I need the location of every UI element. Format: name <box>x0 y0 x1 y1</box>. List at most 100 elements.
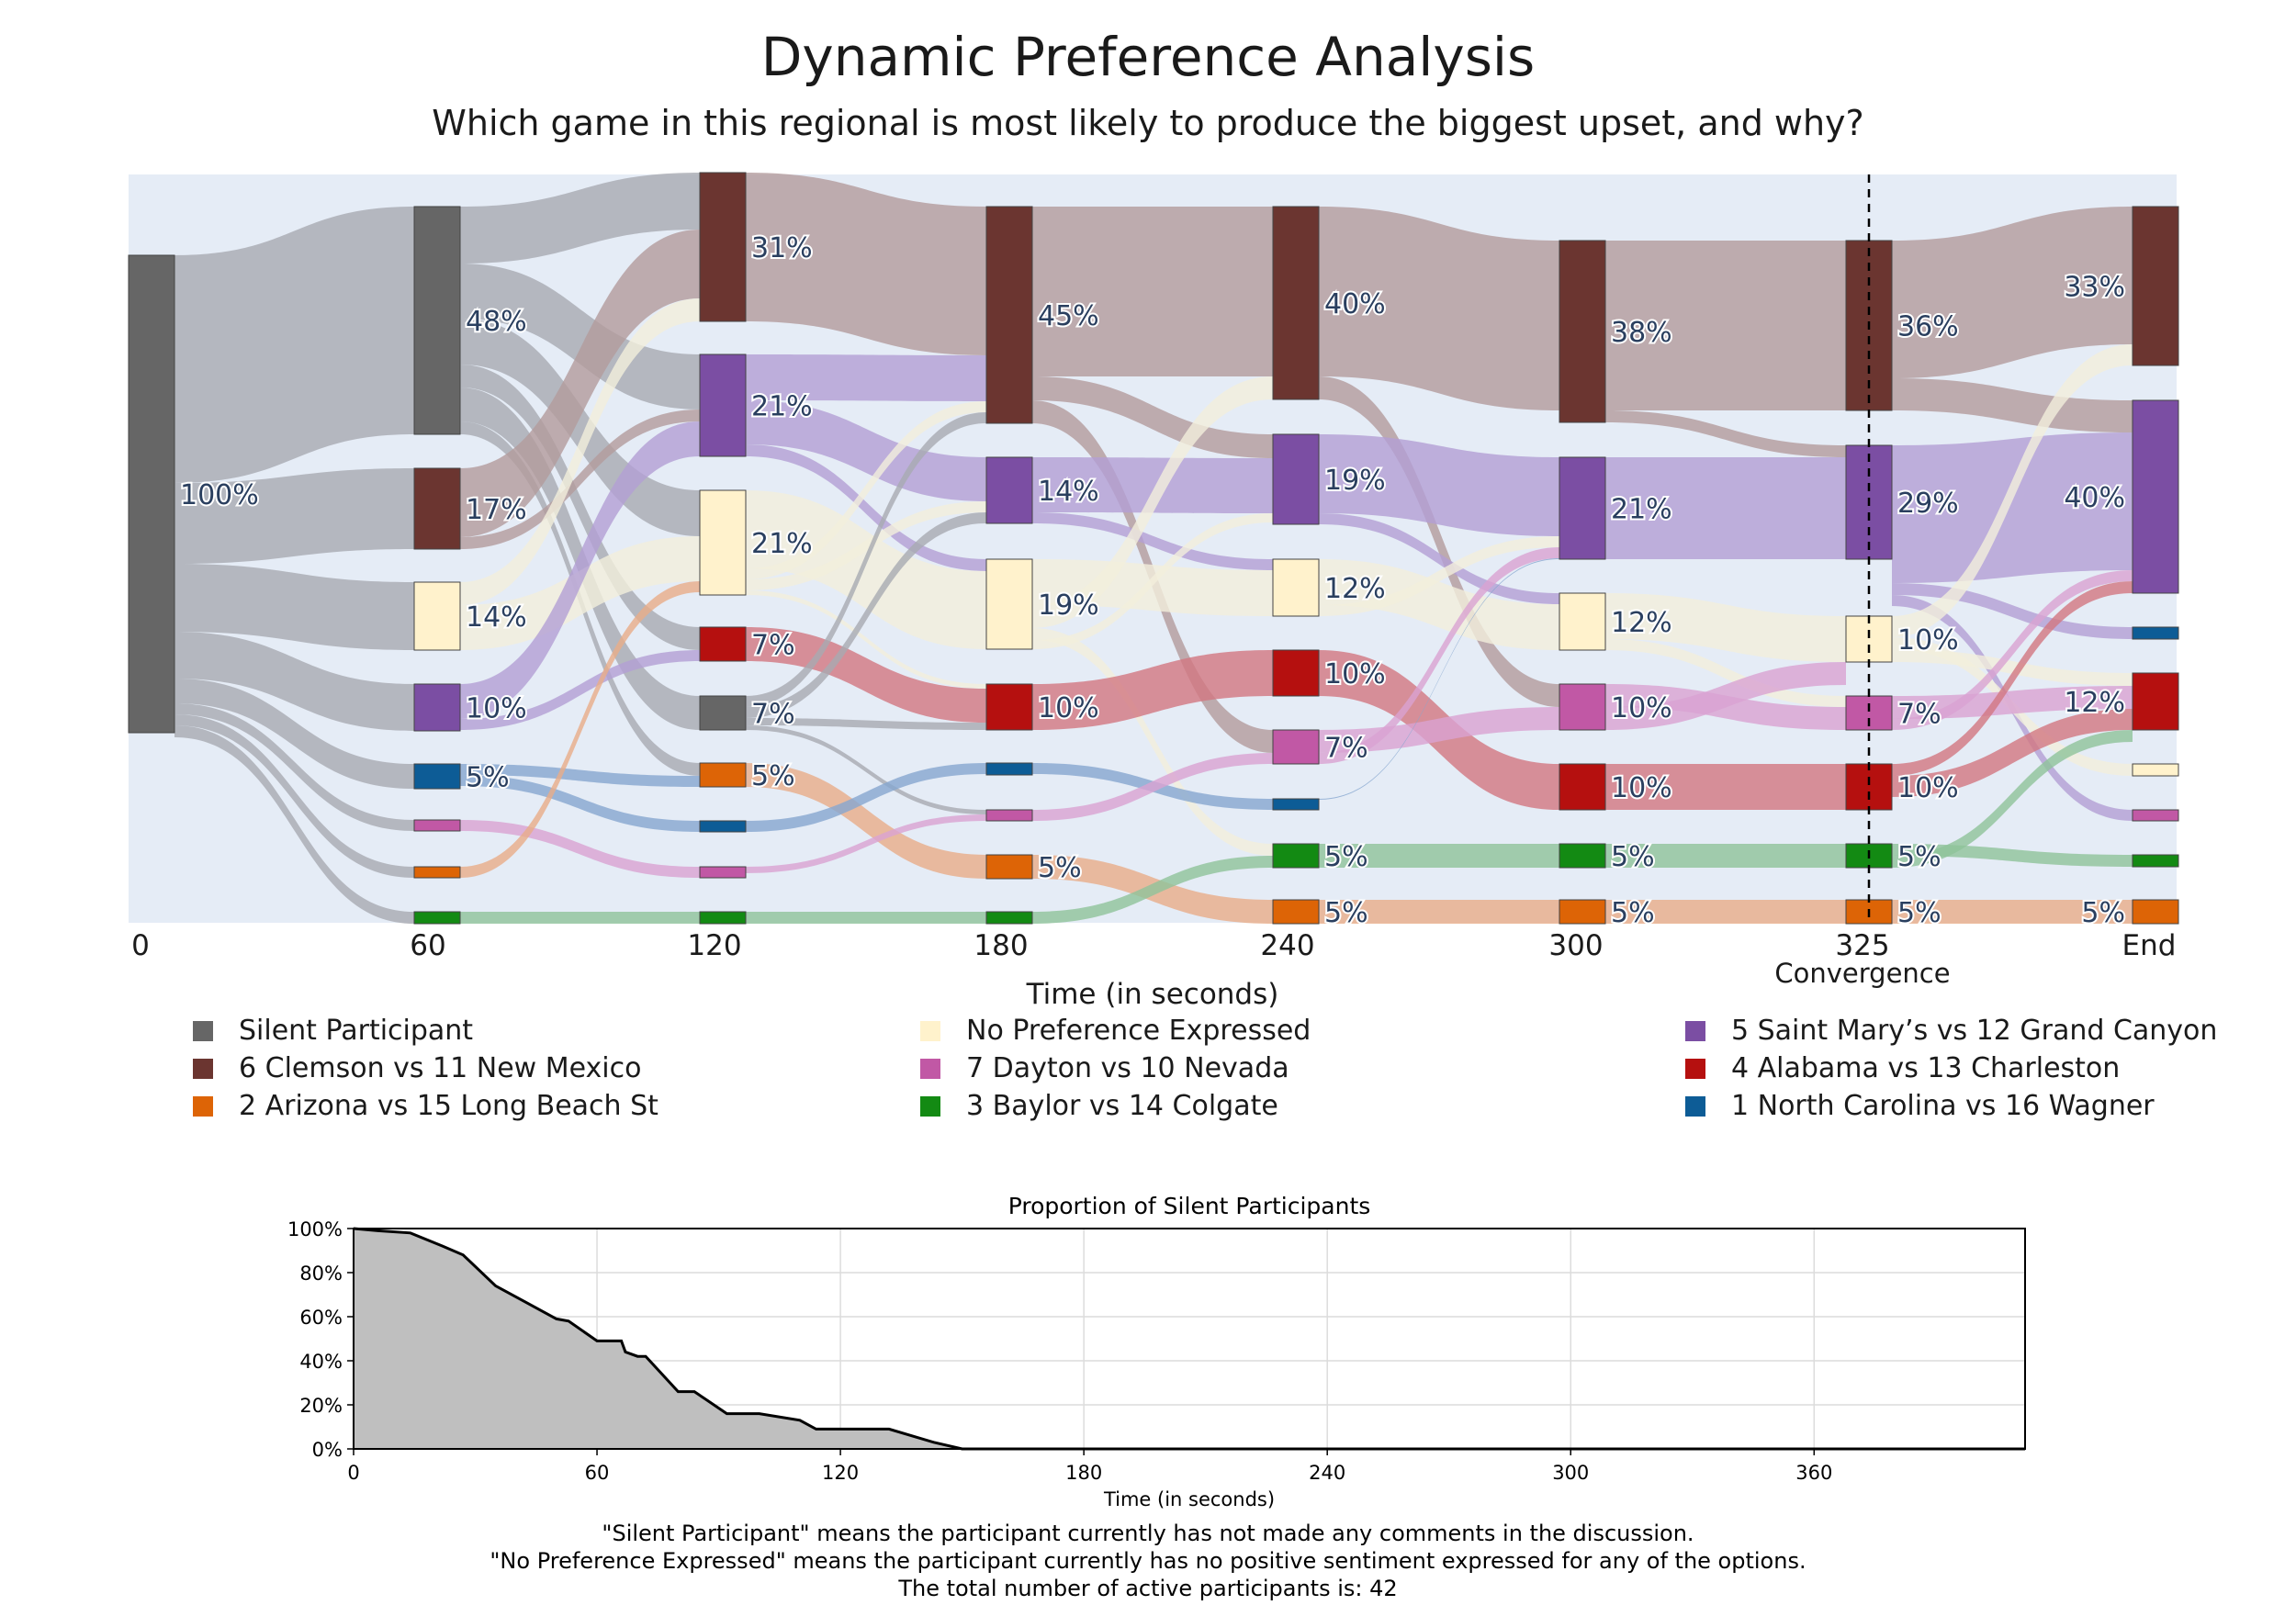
sankey-link-nopref-to-clemson <box>746 401 986 579</box>
legend-item-unc[interactable]: 1 North Carolina vs 16 Wagner <box>1685 1090 2155 1122</box>
sankey-node-label-t180-nopref: 19% <box>1038 589 1099 622</box>
sankey-node-t120-stmarys <box>699 354 747 457</box>
sankey-node-label-t325-arizona: 5% <box>1897 897 1941 929</box>
sankey-node-t300-clemson <box>1559 240 1606 423</box>
sankey-link-silent-to-baylor <box>174 725 414 924</box>
sankey-link-clemson-to-stmarys <box>1605 410 1846 457</box>
sankey-link-silent-to-nopref <box>174 564 414 650</box>
legend-swatch <box>1685 1058 1705 1079</box>
sankey-link-clemson-to-clemson <box>1892 207 2133 378</box>
sankey-link-dayton-to-dayton <box>1032 753 1273 821</box>
sankey-link-baylor-to-baylor <box>746 912 986 924</box>
sankey-node-t300-arizona <box>1559 899 1606 925</box>
sankey-node-t240-clemson <box>1272 206 1320 400</box>
legend-item-alabama[interactable]: 4 Alabama vs 13 Charleston <box>1685 1052 2120 1084</box>
sankey-node-t325-nopref <box>1845 615 1893 663</box>
sankey-node-label-t300-clemson: 38% <box>1611 317 1672 349</box>
sankey-node-label-t300-arizona: 5% <box>1611 897 1655 929</box>
legend-item-stmarys[interactable]: 5 Saint Mary’s vs 12 Grand Canyon <box>1685 1015 2217 1047</box>
legend-item-nopref[interactable]: No Preference Expressed <box>920 1015 1311 1047</box>
sankey-node-t240-unc <box>1272 798 1320 811</box>
sankey-node-t180-dayton <box>985 809 1033 822</box>
sankey-node-t240-baylor <box>1272 843 1320 869</box>
legend-swatch <box>1685 1095 1705 1117</box>
sankey-node-label-t325-alabama: 10% <box>1897 772 1959 804</box>
sankey-node-t240-arizona <box>1272 899 1320 925</box>
sankey-node-label-t300-dayton: 10% <box>1611 692 1672 724</box>
sankey-link-stmarys-to-stmarys <box>460 421 700 719</box>
sankey-link-stmarys-to-stmarys <box>1032 457 1273 513</box>
x-tick-label-60: 60 <box>585 1462 610 1484</box>
sankey-link-stmarys-to-nopref <box>746 444 986 571</box>
sankey-link-nopref-to-dayton <box>1605 639 1846 707</box>
legend-item-clemson[interactable]: 6 Clemson vs 11 New Mexico <box>193 1052 641 1084</box>
legend-swatch <box>193 1020 213 1041</box>
sankey-link-arizona-to-arizona <box>746 763 986 879</box>
sankey-node-t325-alabama <box>1845 763 1893 811</box>
sankey-node-t60-arizona <box>413 866 461 879</box>
sankey-link-alabama-to-alabama <box>1605 764 1846 810</box>
sankey-link-silent-to-silent <box>174 207 414 483</box>
sankey-node-t180-stmarys <box>985 456 1033 524</box>
sankey-link-clemson-to-clemson <box>746 173 986 355</box>
sankey-node-tend-arizona <box>2132 899 2179 925</box>
sankey-node-label-t180-stmarys: 14% <box>1038 476 1099 508</box>
sankey-link-baylor-to-alabama <box>1892 730 2133 868</box>
y-tick-label-100: 100% <box>287 1218 343 1240</box>
legend-swatch <box>920 1058 940 1079</box>
sankey-link-alabama-to-alabama <box>1032 650 1273 730</box>
legend-label: 3 Baylor vs 14 Colgate <box>966 1090 1278 1122</box>
stage-label-t240: 240 <box>1260 929 1314 962</box>
x-tick-label-360: 360 <box>1795 1462 1832 1484</box>
sankey-link-arizona-to-nopref <box>460 581 700 878</box>
sankey-link-nopref-to-stmarys <box>746 501 986 590</box>
area-chart-x-axis-title: Time (in seconds) <box>1103 1488 1275 1510</box>
y-tick-label-0: 0% <box>312 1439 343 1461</box>
sankey-node-t300-nopref <box>1559 592 1606 651</box>
sankey-node-t180-arizona <box>985 854 1033 880</box>
legend-label: 1 North Carolina vs 16 Wagner <box>1731 1090 2155 1122</box>
legend-item-arizona[interactable]: 2 Arizona vs 15 Long Beach St <box>193 1090 658 1122</box>
sankey-node-t240-stmarys <box>1272 433 1320 525</box>
stage-label-t325: 325 <box>1835 929 1889 962</box>
sankey-node-label-tend-stmarys: 40% <box>2064 482 2125 514</box>
x-tick-label-0: 0 <box>347 1462 359 1484</box>
sankey-node-t60-unc <box>413 763 461 790</box>
sankey-node-t180-unc <box>985 762 1033 776</box>
sankey-link-silent-to-stmarys <box>174 632 414 731</box>
sankey-node-t0-silent <box>128 254 175 734</box>
sankey-link-nopref-to-nopref <box>1319 559 1559 650</box>
sankey-node-label-t240-stmarys: 19% <box>1324 465 1386 497</box>
silent-proportion-area <box>354 1229 2025 1449</box>
sankey-node-t180-clemson <box>985 206 1033 424</box>
y-tick-label-60: 60% <box>299 1307 343 1329</box>
silent-proportion-line <box>353 1227 2025 1451</box>
stage-label-t180: 180 <box>974 929 1028 962</box>
sankey-link-silent-to-dayton <box>746 725 986 814</box>
sankey-node-t300-baylor <box>1559 843 1606 869</box>
sankey-node-label-t240-arizona: 5% <box>1324 897 1368 929</box>
y-tick-label-80: 80% <box>299 1263 343 1285</box>
legend-item-silent[interactable]: Silent Participant <box>193 1015 473 1047</box>
legend-item-dayton[interactable]: 7 Dayton vs 10 Nevada <box>920 1052 1289 1084</box>
sankey-link-silent-to-dayton <box>174 703 414 831</box>
legend-item-baylor[interactable]: 3 Baylor vs 14 Colgate <box>920 1090 1278 1122</box>
sankey-node-label-t300-stmarys: 21% <box>1611 494 1672 526</box>
sankey-node-t180-alabama <box>985 683 1033 731</box>
sankey-node-label-t240-baylor: 5% <box>1324 841 1368 873</box>
sankey-link-arizona-to-arizona <box>1319 900 1559 924</box>
sankey-link-silent-to-clemson <box>174 468 414 564</box>
sankey-node-label-t240-nopref: 12% <box>1324 573 1386 605</box>
sankey-node-label-t300-alabama: 10% <box>1611 772 1672 804</box>
sankey-node-label-t60-stmarys: 10% <box>466 693 527 725</box>
x-tick-label-120: 120 <box>822 1462 859 1484</box>
sankey-link-nopref-to-nopref <box>746 490 986 649</box>
sankey-link-dayton-to-stmarys <box>1892 570 2133 730</box>
sankey-link-nopref-to-clemson <box>460 298 700 605</box>
sankey-node-t60-silent <box>413 206 461 435</box>
stage-label-t300: 300 <box>1548 929 1603 962</box>
sankey-node-label-t120-nopref: 21% <box>751 528 813 560</box>
sankey-link-clemson-to-clemson <box>1032 207 1273 376</box>
sankey-link-alabama-to-stmarys <box>1892 581 2133 776</box>
